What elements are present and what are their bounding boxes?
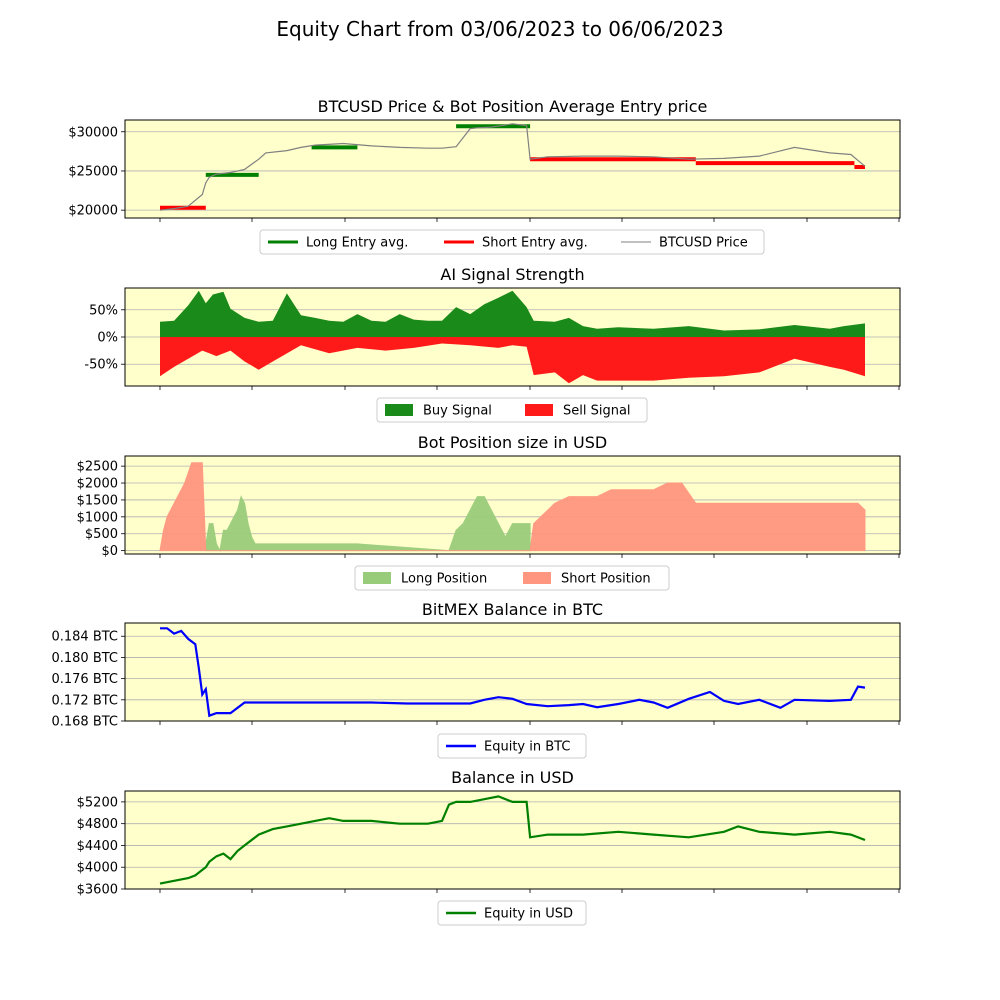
- price-panel-title: BTCUSD Price & Bot Position Average Entr…: [318, 97, 708, 116]
- y-tick-label: 0.172 BTC: [51, 693, 118, 708]
- position-panel-legend: Long Position Short Position: [354, 565, 670, 591]
- legend-box: [354, 565, 670, 591]
- y-tick-label: $0: [101, 544, 118, 559]
- legend-box: [437, 900, 587, 926]
- legend-box: [437, 733, 587, 759]
- legend-swatch: [363, 572, 391, 584]
- position-panel-title: Bot Position size in USD: [418, 433, 607, 452]
- y-tick-label: 0.184 BTC: [51, 630, 118, 645]
- usd-balance-panel-legend: Equity in USD: [437, 900, 587, 926]
- long-position-area: [205, 495, 531, 553]
- figure-title: Equity Chart from 03/06/2023 to 06/06/20…: [276, 17, 723, 41]
- y-tick-label: $2000: [77, 477, 118, 492]
- equity-usd-line: [159, 795, 866, 885]
- y-tick-label: 0.176 BTC: [51, 672, 118, 687]
- legend-label: BTCUSD Price: [659, 236, 748, 251]
- price-panel-legend: Long Entry avg. Short Entry avg. BTCUSD Pr…: [259, 229, 765, 255]
- usd-balance-panel: $3600 $4000 $4400 $4800 $5200 Balance in USD E…: [77, 768, 901, 926]
- y-tick-label: $500: [85, 527, 118, 542]
- btc-balance-panel-title: BitMEX Balance in BTC: [422, 600, 603, 619]
- legend-swatch: [385, 404, 413, 416]
- y-tick-label: $30000: [68, 125, 118, 140]
- usd-balance-panel-frame: [124, 790, 901, 890]
- legend-label: Short Entry avg.: [482, 236, 588, 251]
- usd-balance-panel-title: Balance in USD: [451, 768, 574, 787]
- y-tick-label: 50%: [89, 303, 118, 318]
- legend-swatch: [525, 404, 553, 416]
- y-tick-label: 0%: [97, 331, 118, 346]
- usd-balance-panel-background: [125, 791, 900, 889]
- y-tick-label: $5200: [77, 795, 118, 810]
- y-tick-label: 0.168 BTC: [51, 715, 118, 730]
- legend-label: Short Position: [561, 572, 651, 587]
- sell-signal-area: [160, 337, 865, 384]
- equity-btc-line: [160, 627, 866, 718]
- y-tick-label: $4000: [77, 861, 118, 876]
- signal-panel-legend: Buy Signal Sell Signal: [376, 397, 648, 423]
- y-tick-label: $20000: [68, 204, 118, 219]
- signal-panel-title: AI Signal Strength: [440, 265, 584, 284]
- btc-balance-panel: 0.168 BTC 0.172 BTC 0.176 BTC 0.180 BTC 0.18…: [51, 600, 901, 759]
- btcusd-price-line: [159, 123, 866, 211]
- signal-panel-frame: [124, 287, 901, 387]
- position-panel-frame: [124, 455, 901, 555]
- price-panel-frame: [124, 119, 901, 219]
- legend-box: [259, 229, 765, 255]
- y-tick-label: 0.180 BTC: [51, 651, 118, 666]
- y-tick-label: -50%: [84, 358, 118, 373]
- price-panel-background: [125, 120, 900, 218]
- y-tick-label: $1500: [77, 493, 118, 508]
- signal-panel: -50% 0% 50% AI Signal Strength Buy Signal Sel…: [84, 265, 901, 423]
- btc-balance-panel-legend: Equity in BTC: [437, 733, 587, 759]
- y-tick-label: $1000: [77, 510, 118, 525]
- y-tick-label: $4800: [77, 817, 118, 832]
- legend-label: Buy Signal: [423, 404, 492, 419]
- y-tick-label: $25000: [68, 164, 118, 179]
- y-tick-label: $4400: [77, 839, 118, 854]
- price-panel: $20000 $25000 $30000 BTCUSD Price & Bot Pos…: [68, 97, 901, 255]
- legend-label: Long Entry avg.: [306, 236, 408, 251]
- legend-label: Equity in BTC: [484, 740, 570, 755]
- legend-swatch: [523, 572, 551, 584]
- buy-signal-area: [160, 290, 865, 337]
- legend-label: Equity in USD: [484, 907, 573, 922]
- short-position-area: [159, 462, 866, 552]
- position-panel: $0 $500 $1000 $1500$2000 $2500 Bot Position s…: [77, 433, 901, 591]
- btc-balance-panel-frame: [124, 622, 901, 722]
- y-tick-label: $2500: [77, 460, 118, 475]
- legend-label: Sell Signal: [563, 404, 631, 419]
- legend-box: [376, 397, 648, 423]
- legend-label: Long Position: [401, 572, 487, 587]
- y-tick-label: $3600: [77, 883, 118, 898]
